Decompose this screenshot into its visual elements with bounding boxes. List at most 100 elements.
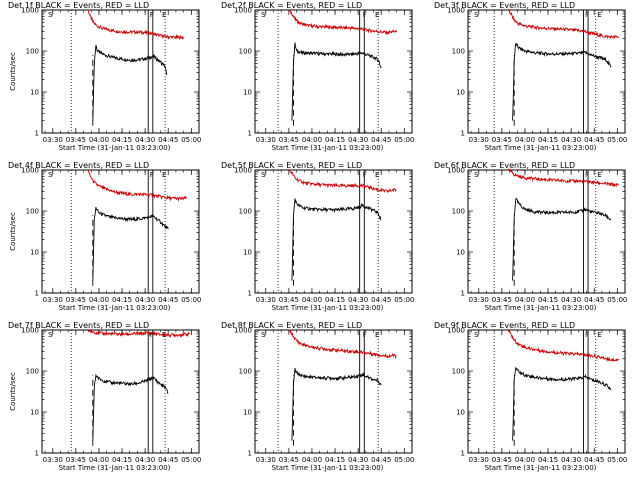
x-tick-label: 04:30 [348,136,368,144]
y-tick-label: 1 [461,130,465,138]
x-tick-label: 03:30 [469,296,489,304]
y-tick-label: 10 [30,249,39,257]
x-tick-label: 03:30 [43,296,63,304]
plot-frame [41,329,200,454]
series-line-events [291,198,382,281]
x-axis-label: Start Time (31-Jan-11 03:23:00) [485,304,597,312]
x-tick-label: 03:45 [279,296,299,304]
y-tick-label: 1 [248,130,252,138]
chart-title: Det 4f BLACK = Events, RED = LLD [8,161,149,170]
x-tick-label: 04:00 [89,296,109,304]
marker-f: F [363,171,367,179]
x-tick-label: 05:00 [607,296,627,304]
x-tick-label: 04:45 [371,296,391,304]
marker-e: E [597,11,601,19]
chart-svg: Det 9f BLACK = Events, RED = LLD 1 10 100 10… [434,321,627,472]
x-axis-label: Start Time (31-Jan-11 03:23:00) [485,464,597,472]
chart-svg: Det 3f BLACK = Events, RED = LLD 1 10 100 10… [434,1,627,152]
chart-panel-det-7: Det 7f BLACK = Events, RED = LLD 1 10 100 10… [0,320,213,480]
y-tick-label: 1000 [234,167,252,175]
y-tick-label: 1000 [234,7,252,15]
y-tick-label: 100 [239,48,252,56]
y-tick-label: 1000 [21,167,39,175]
x-tick-label: 04:30 [561,456,581,464]
x-tick-label: 05:00 [607,456,627,464]
x-tick-label: 03:45 [279,456,299,464]
series-line-lld [288,169,397,193]
x-tick-label: 04:15 [325,136,345,144]
marker-f: F [585,171,589,179]
x-tick-label: 04:15 [538,296,558,304]
y-tick-label: 100 [239,208,252,216]
y-tick-label: 1 [35,290,39,298]
x-tick-label: 03:45 [492,296,512,304]
y-tick-label: 1 [461,290,465,298]
x-tick-label: 04:00 [302,456,322,464]
marker-s: S [48,331,53,339]
x-tick-label: 03:30 [256,296,276,304]
series-line-events [92,45,168,121]
series-line-events [512,197,612,281]
y-tick-label: 1000 [447,167,465,175]
x-axis-label: Start Time (31-Jan-11 03:23:00) [272,304,384,312]
x-tick-label: 03:45 [279,136,299,144]
marker-s: S [474,331,479,339]
x-tick-label: 05:00 [181,136,201,144]
x-tick-label: 05:00 [394,456,414,464]
x-tick-label: 04:45 [371,456,391,464]
y-tick-label: 10 [243,89,252,97]
x-tick-label: 04:45 [158,296,178,304]
plot-frame [467,329,626,454]
x-tick-label: 04:45 [584,296,604,304]
x-tick-label: 03:30 [256,136,276,144]
y-tick-label: 100 [452,48,465,56]
y-tick-label: 100 [452,368,465,376]
chart-title: Det 6f BLACK = Events, RED = LLD [434,161,575,170]
chart-panel-det-9: Det 9f BLACK = Events, RED = LLD 1 10 100 10… [426,320,639,480]
x-tick-label: 05:00 [181,296,201,304]
x-tick-label: 04:30 [135,296,155,304]
series-line-lld [288,9,398,36]
x-tick-label: 04:15 [538,136,558,144]
x-tick-label: 03:30 [43,456,63,464]
x-tick-label: 03:45 [66,136,86,144]
x-tick-label: 04:45 [158,456,178,464]
chart-svg: Det 4f BLACK = Events, RED = LLD 1 10 100 10… [8,161,201,312]
chart-title: Det 5f BLACK = Events, RED = LLD [221,161,362,170]
x-tick-label: 04:30 [561,296,581,304]
chart-panel-det-1: Det 1f BLACK = Events, RED = LLD 1 10 100 10… [0,0,213,160]
x-tick-label: 04:45 [371,136,391,144]
series-line-lld [507,329,620,363]
x-tick-label: 03:30 [43,136,63,144]
marker-e: E [375,331,379,339]
marker-f: F [585,11,589,19]
y-tick-label: 100 [239,368,252,376]
x-tick-label: 04:15 [325,296,345,304]
x-tick-label: 04:15 [538,456,558,464]
chart-title: Det 9f BLACK = Events, RED = LLD [434,321,575,330]
x-axis-label: Start Time (31-Jan-11 03:23:00) [59,464,171,472]
x-tick-label: 04:45 [584,456,604,464]
y-tick-label: 10 [30,89,39,97]
x-tick-label: 03:45 [66,296,86,304]
x-tick-label: 04:30 [135,136,155,144]
x-tick-label: 05:00 [394,136,414,144]
marker-s: S [48,11,53,19]
y-tick-label: 100 [26,48,39,56]
y-tick-label: 1000 [21,7,39,15]
chart-panel-det-5: Det 5f BLACK = Events, RED = LLD 1 10 100 10… [213,160,426,320]
y-tick-label: 100 [26,368,39,376]
chart-title: Det 1f BLACK = Events, RED = LLD [8,1,149,10]
chart-title: Det 2f BLACK = Events, RED = LLD [221,1,362,10]
x-tick-label: 04:00 [89,456,109,464]
series-line-lld [507,168,619,188]
marker-e: E [375,11,379,19]
marker-f: F [585,331,589,339]
marker-e: E [375,171,379,179]
chart-panel-det-8: Det 8f BLACK = Events, RED = LLD 1 10 100 10… [213,320,426,480]
x-tick-label: 04:00 [302,136,322,144]
y-tick-label: 1000 [234,327,252,335]
plot-frame [467,9,626,134]
chart-svg: Det 6f BLACK = Events, RED = LLD 1 10 100 10… [434,161,627,312]
